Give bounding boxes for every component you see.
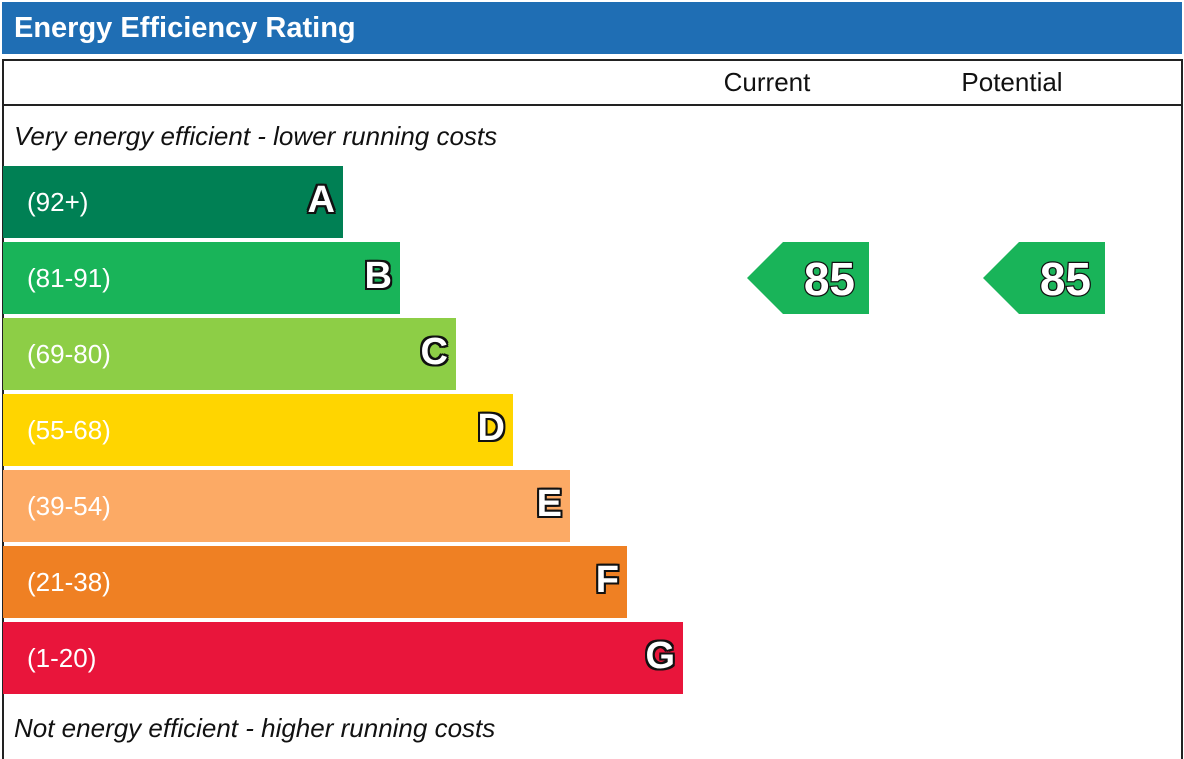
band-letter-label: E [536,483,562,525]
current-rating-marker: 85 [747,242,869,314]
current-arrow-shape [747,242,869,314]
band-b: (81-91) B [3,242,400,314]
band-range-label: (21-38) [27,567,111,597]
band-letter-label: D [477,407,505,449]
band-range-label: (1-20) [27,643,97,673]
header-divider [2,104,1183,106]
band-g: (1-20) G [3,622,683,694]
band-range-label: (39-54) [27,491,111,521]
band-letter-label: A [307,179,335,221]
band-d: (55-68) D [3,394,513,466]
bottom-note: Not energy efficient - higher running co… [14,713,496,743]
potential-rating-marker: 85 [983,242,1105,314]
band-c: (69-80) C [3,318,456,390]
header-bar: Energy Efficiency Rating [2,2,1182,54]
band-range-label: (92+) [27,187,89,217]
band-range-label: (81-91) [27,263,111,293]
band-range-label: (55-68) [27,415,111,445]
band-a: (92+) A [3,166,343,238]
chart-title: Energy Efficiency Rating [14,12,356,44]
band-letter-label: B [364,255,392,297]
current-column-header: Current [723,67,811,97]
top-note: Very energy efficient - lower running co… [14,121,498,151]
current-rating-value: 85 [804,253,855,305]
potential-arrow-shape [983,242,1105,314]
band-letter-label: F [595,559,619,601]
band-e: (39-54) E [3,470,570,542]
potential-column-header: Potential [961,67,1063,97]
band-range-label: (69-80) [27,339,111,369]
band-f: (21-38) F [3,546,627,618]
potential-rating-value: 85 [1040,253,1091,305]
band-letter-label: C [420,331,448,373]
band-letter-label: G [645,635,675,677]
